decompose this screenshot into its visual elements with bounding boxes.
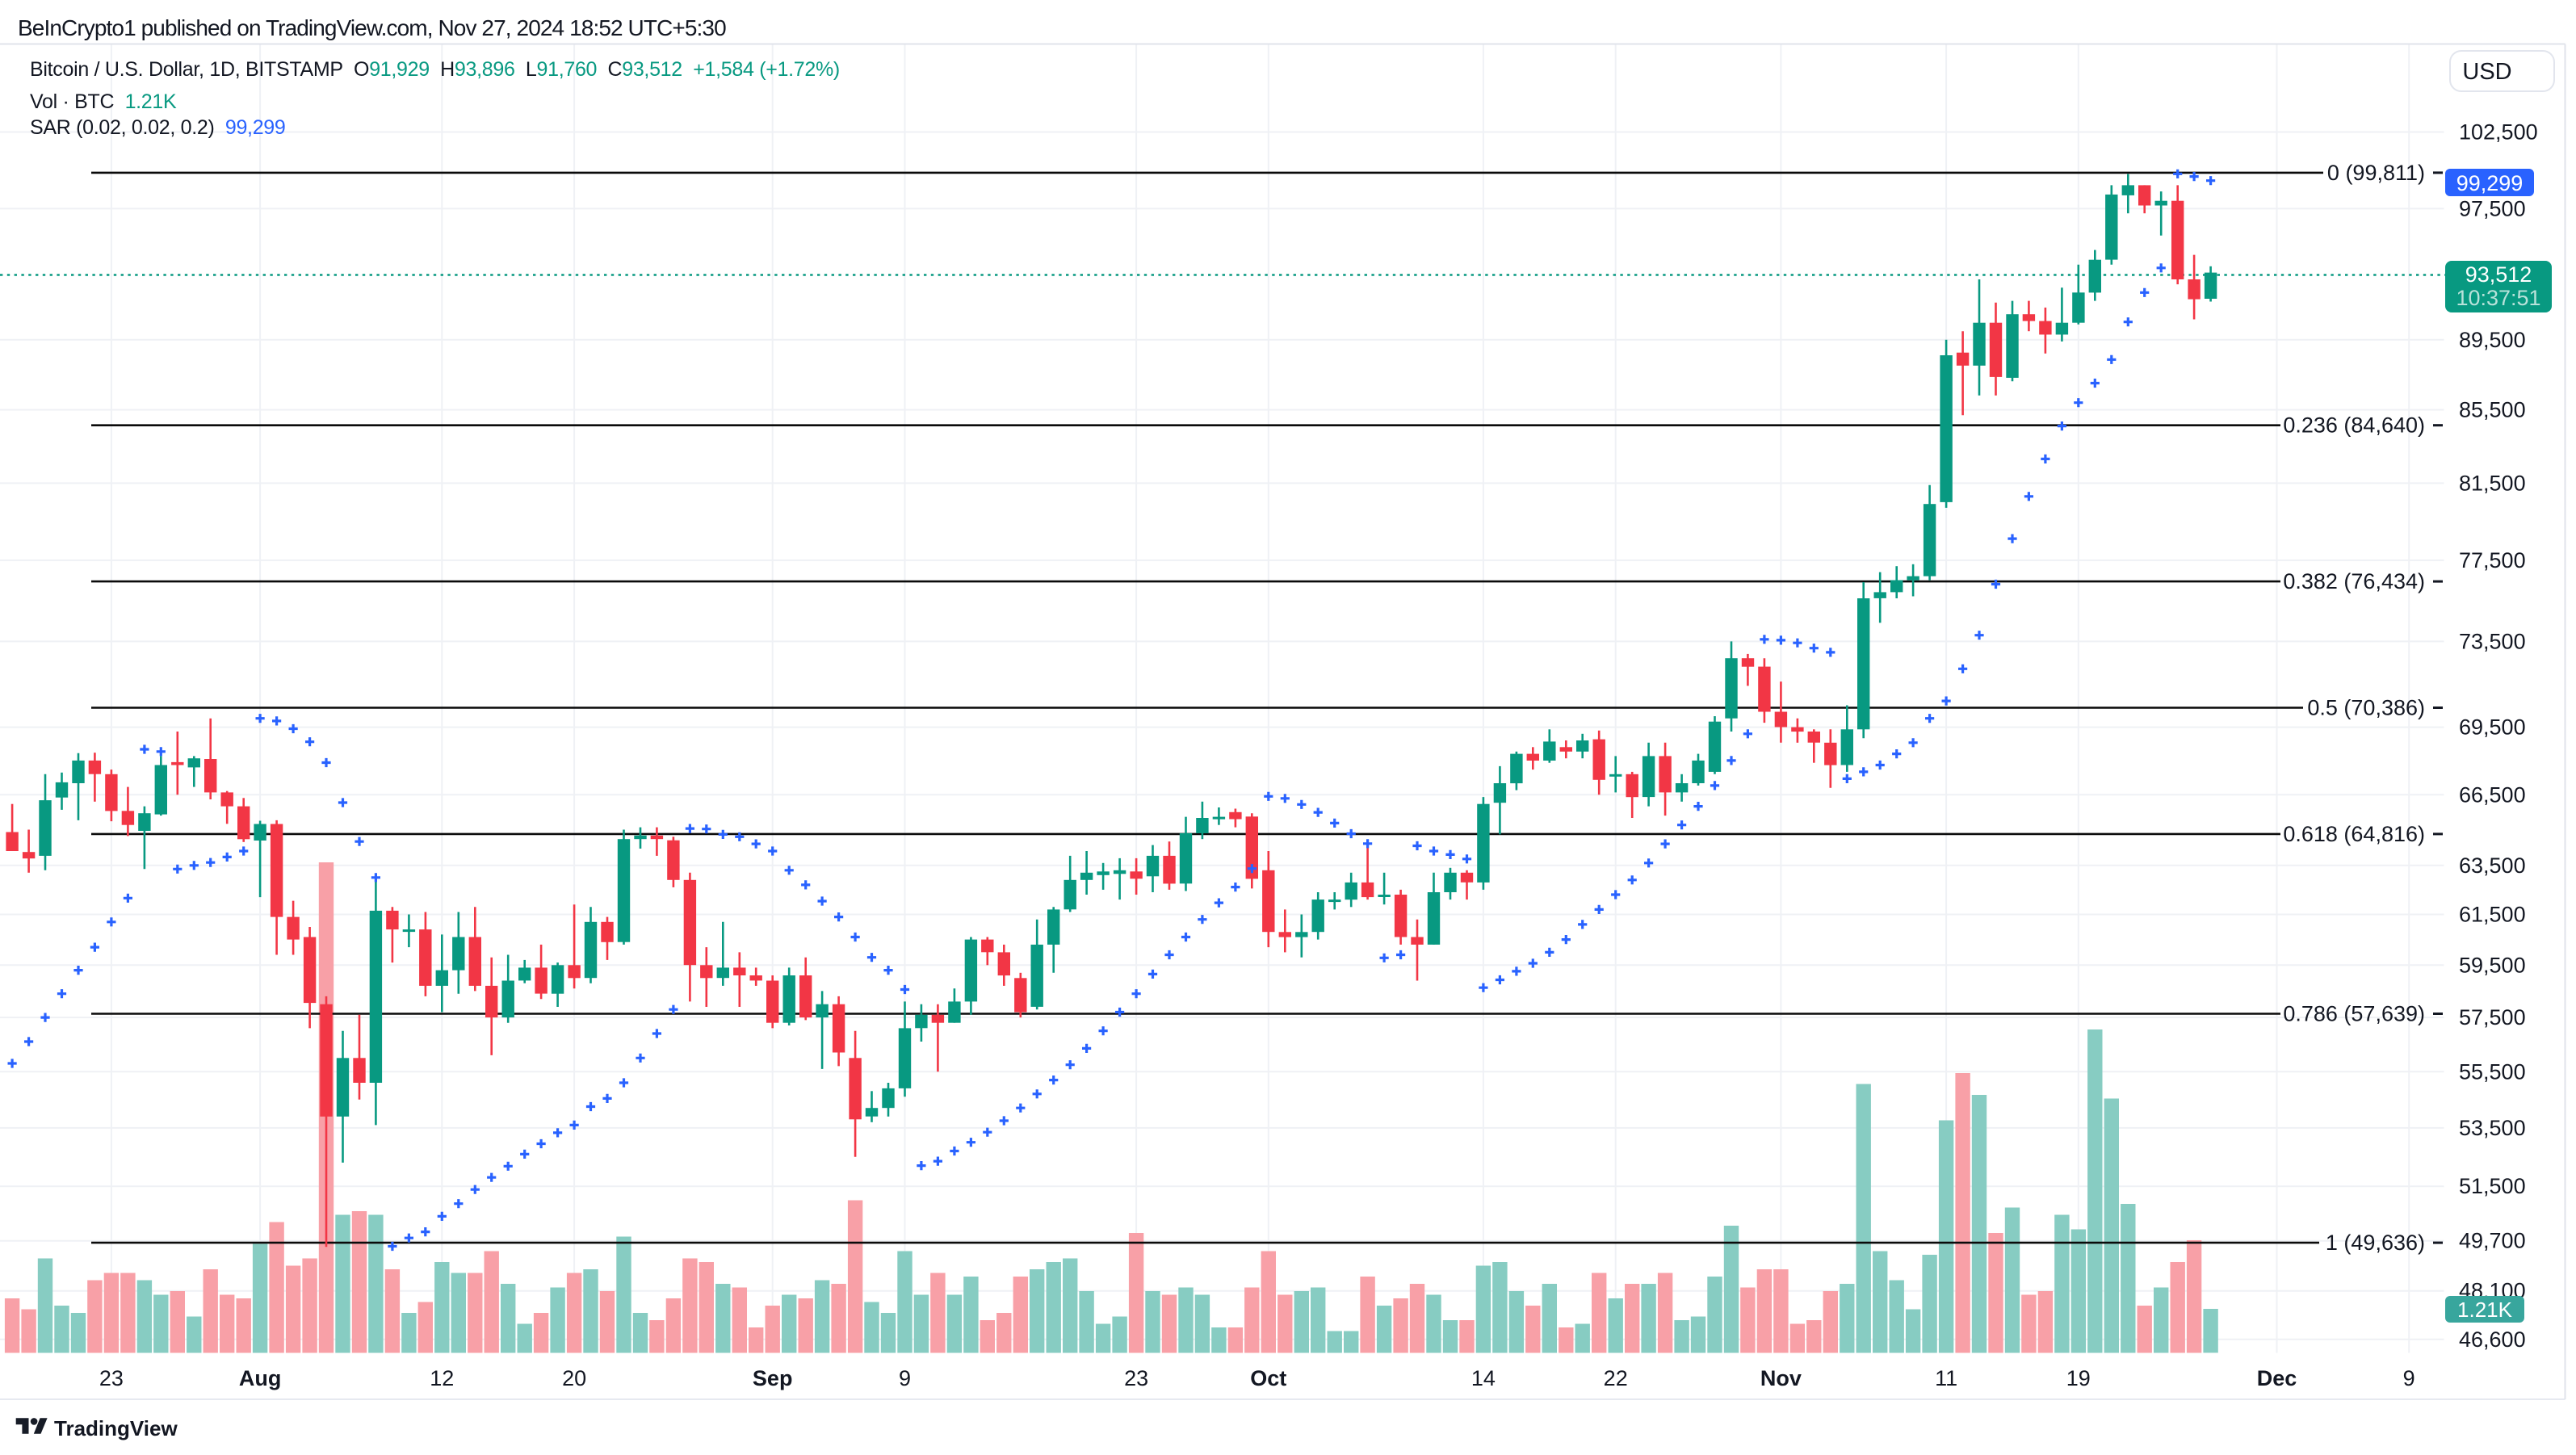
svg-text:23: 23 (99, 1366, 124, 1390)
svg-text:63,500: 63,500 (2459, 853, 2526, 878)
svg-text:55,500: 55,500 (2459, 1059, 2526, 1084)
svg-text:59,500: 59,500 (2459, 953, 2526, 977)
svg-text:0.236 (84,640): 0.236 (84,640) (2283, 413, 2425, 438)
svg-text:49,700: 49,700 (2459, 1229, 2526, 1253)
svg-text:9: 9 (899, 1366, 911, 1390)
svg-text:57,500: 57,500 (2459, 1005, 2526, 1029)
svg-text:73,500: 73,500 (2459, 629, 2526, 653)
svg-text:69,500: 69,500 (2459, 715, 2526, 740)
svg-text:53,500: 53,500 (2459, 1116, 2526, 1140)
svg-text:1 (49,636): 1 (49,636) (2326, 1231, 2425, 1255)
svg-text:102,500: 102,500 (2459, 120, 2538, 145)
svg-text:19: 19 (2066, 1366, 2091, 1390)
svg-text:Dec: Dec (2257, 1366, 2297, 1390)
svg-text:66,500: 66,500 (2459, 782, 2526, 807)
svg-text:81,500: 81,500 (2459, 471, 2526, 495)
svg-text:Sep: Sep (753, 1366, 793, 1390)
svg-text:10:37:51: 10:37:51 (2456, 286, 2540, 310)
svg-text:99,299: 99,299 (2456, 171, 2524, 195)
svg-text:46,600: 46,600 (2459, 1327, 2526, 1352)
svg-text:22: 22 (1604, 1366, 1628, 1390)
svg-text:0.5 (70,386): 0.5 (70,386) (2307, 696, 2425, 720)
svg-text:20: 20 (562, 1366, 586, 1390)
svg-text:23: 23 (1124, 1366, 1148, 1390)
svg-text:89,500: 89,500 (2459, 328, 2526, 352)
svg-text:12: 12 (430, 1366, 454, 1390)
svg-text:0 (99,811): 0 (99,811) (2327, 161, 2425, 185)
svg-text:85,500: 85,500 (2459, 398, 2526, 422)
svg-text:0.382 (76,434): 0.382 (76,434) (2283, 569, 2425, 593)
svg-text:77,500: 77,500 (2459, 548, 2526, 572)
svg-text:97,500: 97,500 (2459, 196, 2526, 220)
svg-text:14: 14 (1471, 1366, 1496, 1390)
svg-text:61,500: 61,500 (2459, 903, 2526, 927)
svg-text:Oct: Oct (1250, 1366, 1286, 1390)
svg-text:USD: USD (2462, 59, 2511, 85)
svg-text:0.786 (57,639): 0.786 (57,639) (2283, 1002, 2425, 1026)
svg-text:0.618 (64,816): 0.618 (64,816) (2283, 822, 2425, 846)
svg-text:11: 11 (1935, 1366, 1957, 1390)
svg-text:Aug: Aug (239, 1366, 281, 1390)
svg-text:1.21K: 1.21K (2457, 1298, 2513, 1322)
svg-text:93,512: 93,512 (2465, 262, 2532, 287)
svg-text:9: 9 (2403, 1366, 2415, 1390)
svg-text:Nov: Nov (1760, 1366, 1802, 1390)
svg-text:51,500: 51,500 (2459, 1174, 2526, 1198)
